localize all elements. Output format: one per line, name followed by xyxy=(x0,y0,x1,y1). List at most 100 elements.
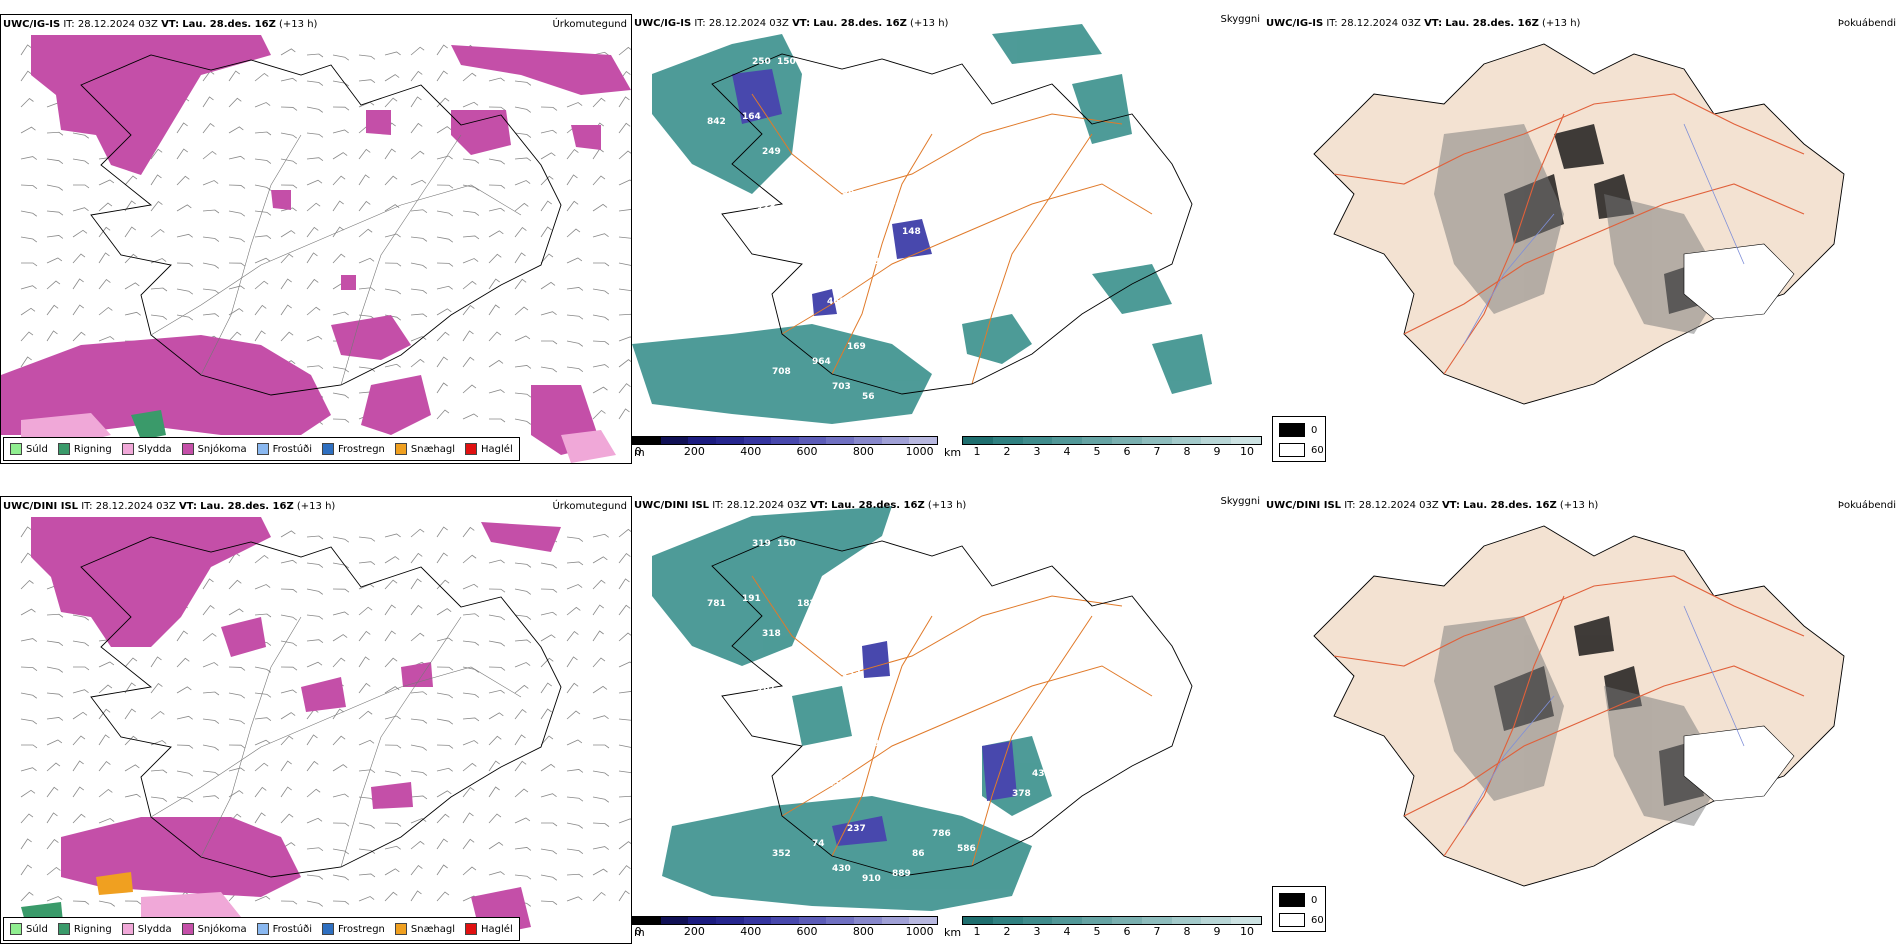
legend-item: Slydda xyxy=(121,443,172,455)
colorbar-tick: 3 xyxy=(1033,925,1041,938)
wind-barb xyxy=(566,102,583,108)
wind-barb xyxy=(410,718,428,724)
visibility-value-label: 86 xyxy=(912,849,925,859)
wind-barb xyxy=(618,578,630,590)
wind-barb xyxy=(540,708,552,720)
wind-barb xyxy=(592,386,608,394)
visibility-colorbar: 1 2 3 4 5 6 7 8 9 10 xyxy=(962,916,1262,938)
wind-barb xyxy=(410,818,427,824)
wind-barb xyxy=(384,715,401,720)
wind-barb xyxy=(254,717,272,722)
wind-barb xyxy=(280,559,297,564)
wind-barb xyxy=(462,210,480,216)
wind-barb xyxy=(618,661,631,668)
wind-barb xyxy=(488,106,506,111)
wind-barb xyxy=(306,365,324,370)
wind-barb xyxy=(20,767,37,772)
wind-barb xyxy=(280,48,296,56)
wind-barb xyxy=(254,210,272,216)
wind-barb xyxy=(280,132,298,139)
wind-barb xyxy=(410,691,428,696)
wind-barb xyxy=(332,152,348,160)
wind-barb xyxy=(72,735,86,746)
legend-swatch xyxy=(322,443,334,455)
wind-barb xyxy=(20,666,38,671)
wind-barb xyxy=(306,278,319,290)
legend-item: Frostregn xyxy=(322,443,385,455)
wind-barb xyxy=(20,608,36,616)
wind-barb xyxy=(618,122,631,134)
legend-item: Rigning xyxy=(57,443,112,455)
colorbar-tick: 800 xyxy=(852,445,874,458)
wind-barb xyxy=(384,97,398,108)
wind-barb xyxy=(254,613,272,618)
wind-barb xyxy=(384,262,402,267)
wind-barb xyxy=(540,311,557,316)
wind-barb xyxy=(280,530,296,538)
visibility-value-label: 148 xyxy=(902,227,921,237)
wind-barb xyxy=(228,718,246,725)
colorbar-cell xyxy=(771,437,799,444)
legend-item: Snjókoma xyxy=(181,923,247,935)
wind-barb xyxy=(124,200,136,212)
wind-barb xyxy=(72,711,88,720)
legend-item: Rigning xyxy=(57,923,112,935)
wind-barb xyxy=(306,80,324,86)
wind-barb xyxy=(124,226,137,238)
roads xyxy=(751,93,1153,385)
rain-areas xyxy=(131,410,166,440)
wind-barb xyxy=(462,838,475,850)
wind-barb xyxy=(488,77,505,82)
wind-barb xyxy=(98,252,110,264)
wind-barb xyxy=(124,793,141,798)
wind-barb xyxy=(358,200,371,212)
colorbar-cell xyxy=(743,917,772,924)
wind-barb xyxy=(176,686,192,694)
wind-barb xyxy=(514,226,527,238)
colorbar-tick: 600 xyxy=(796,445,818,458)
wind-barb xyxy=(592,288,610,295)
visibility-value-label: 169 xyxy=(847,342,866,352)
wind-barb xyxy=(488,813,502,824)
wind-barb xyxy=(280,786,292,798)
wind-barb xyxy=(618,262,631,267)
wind-barb xyxy=(410,288,428,294)
wind-barb xyxy=(410,744,428,751)
wind-barb xyxy=(514,708,527,720)
wind-barb xyxy=(592,685,608,694)
colorbar-cell xyxy=(1231,437,1261,444)
visibility-value-label: 191 xyxy=(742,594,761,604)
wind-barb xyxy=(124,735,138,746)
wind-barb xyxy=(280,640,298,647)
wind-barb xyxy=(176,770,194,777)
wind-barb xyxy=(254,102,271,108)
visibility-value-label: 74 xyxy=(812,839,825,849)
colorbar-tick: 1000 xyxy=(905,445,934,458)
rivers xyxy=(1463,605,1745,827)
wind-barb xyxy=(20,813,34,824)
wind-barb xyxy=(462,235,480,240)
cloud-base-colorbar-ticks: 0 200 400 600 800 1000 xyxy=(632,445,938,458)
wind-barb xyxy=(540,900,558,905)
wind-barb xyxy=(436,44,448,56)
fog-legend-swatch xyxy=(1279,443,1305,457)
wind-barb xyxy=(540,822,558,827)
panel-name: Úrkomutegund xyxy=(552,19,627,30)
wind-barb xyxy=(592,657,606,668)
wind-barb xyxy=(592,822,610,827)
wind-barb xyxy=(514,365,532,369)
colorbar-cell xyxy=(715,917,744,924)
colorbar-cell xyxy=(1201,437,1232,444)
wind-barb xyxy=(514,132,532,138)
wind-barb xyxy=(72,666,90,671)
wind-barb xyxy=(228,184,246,189)
precip-type-panel-bottom: UWC/DINI ISL IT: 28.12.2024 03Z VT: Lau.… xyxy=(0,496,632,944)
wind-barb xyxy=(462,613,480,618)
wind-barb xyxy=(202,662,219,668)
wind-barb xyxy=(618,383,631,394)
wind-barb xyxy=(436,608,452,616)
legend-label: Snjókoma xyxy=(197,443,247,455)
wind-barb xyxy=(202,262,220,269)
colorbar-cell xyxy=(1231,917,1261,924)
wind-barb xyxy=(202,744,220,751)
